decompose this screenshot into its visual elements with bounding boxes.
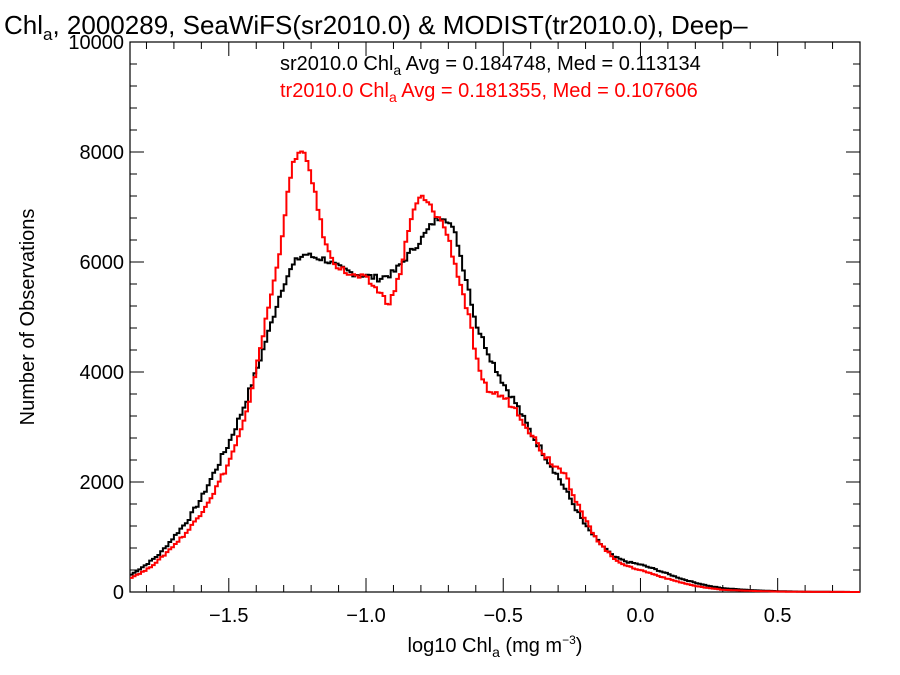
y-tick-label: 8000 — [80, 142, 125, 164]
x-tick-label: 0.5 — [764, 605, 792, 627]
y-tick-label: 4000 — [80, 362, 125, 384]
plot-frame — [129, 41, 861, 593]
series-line-tr2010-0 — [130, 150, 860, 593]
x-axis-label: log10 Chla (mg m−3) — [408, 633, 583, 660]
chart-title: Chla, 2000289, SeaWiFS(sr2010.0) & MODIS… — [4, 10, 748, 44]
y-tick-label: 10000 — [68, 32, 124, 54]
x-tick-label: −1.5 — [209, 605, 248, 627]
y-tick-label: 0 — [113, 582, 124, 604]
x-tick-label: 0.0 — [627, 605, 655, 627]
series-line-sr2010-0 — [130, 216, 860, 593]
y-tick-label: 2000 — [80, 472, 125, 494]
legend-entry-tr2010: tr2010.0 Chla Avg = 0.181355, Med = 0.10… — [280, 80, 698, 105]
x-tick-label: −0.5 — [483, 605, 522, 627]
legend-entry-sr2010: sr2010.0 Chla Avg = 0.184748, Med = 0.11… — [280, 53, 701, 78]
y-axis-label: Number of Observations — [17, 209, 39, 426]
axis-ticks: −1.5 −1.0 −0.5 0.0 0.5 0 2000 4000 6000 8000 10000 — [68, 32, 861, 627]
x-tick-label: −1.0 — [346, 605, 385, 627]
y-tick-label: 6000 — [80, 252, 125, 274]
series-lines — [130, 150, 860, 593]
